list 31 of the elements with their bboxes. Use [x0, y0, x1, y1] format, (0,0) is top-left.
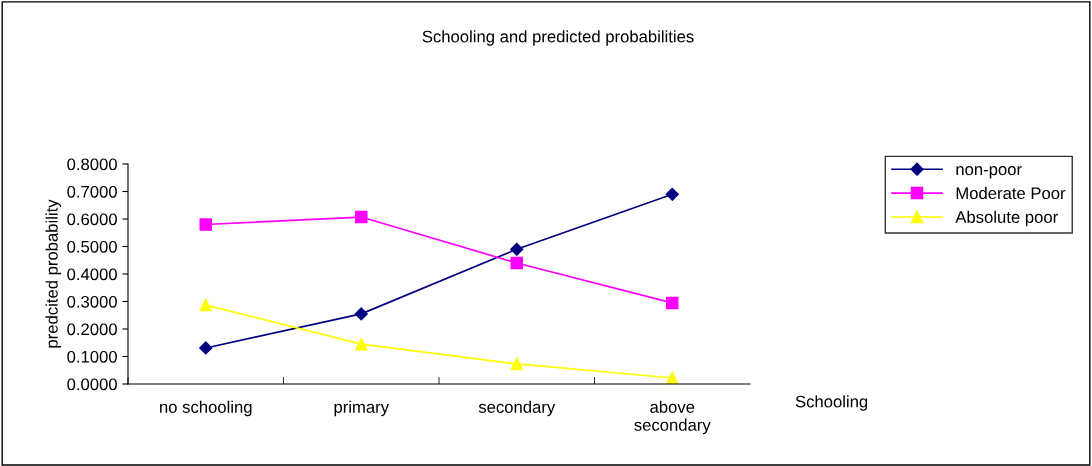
y-tick-label: 0.4000: [67, 268, 117, 281]
y-tick-label: 0.0000: [67, 378, 117, 391]
y-tick-label: 0.7000: [67, 185, 117, 198]
point: [354, 337, 368, 351]
y-axis-title: predcited probability: [45, 199, 62, 348]
point: [199, 341, 213, 355]
point: [354, 210, 368, 224]
x-tick-label: secondary: [478, 400, 556, 417]
chart-title: Schooling and predicted probabilities: [422, 30, 694, 46]
point: [199, 298, 213, 312]
legend-label: non-poor: [956, 166, 1022, 179]
point: [510, 357, 524, 371]
point: [665, 187, 679, 201]
point: [665, 296, 679, 310]
point: [665, 371, 679, 385]
y-tick-label: 0.8000: [67, 158, 117, 171]
point: [354, 307, 368, 321]
x-tick-label: above secondary: [634, 400, 711, 435]
y-tick-label: 0.3000: [67, 295, 117, 308]
point: [199, 218, 213, 231]
y-tick-label: 0.2000: [67, 323, 117, 336]
y-tick-label: 0.1000: [67, 350, 117, 363]
y-tick-label: 0.5000: [67, 240, 117, 253]
y-tick-label: 0.6000: [67, 213, 117, 226]
point: [510, 256, 524, 270]
x-tick-label: no schooling: [160, 400, 252, 417]
legend-label: Absolute poor: [955, 210, 1058, 227]
point: [510, 242, 524, 256]
legend-label: Moderate Poor: [956, 186, 1066, 200]
x-axis-title: Schooling: [795, 395, 868, 411]
x-tick-label: primary: [334, 400, 389, 417]
